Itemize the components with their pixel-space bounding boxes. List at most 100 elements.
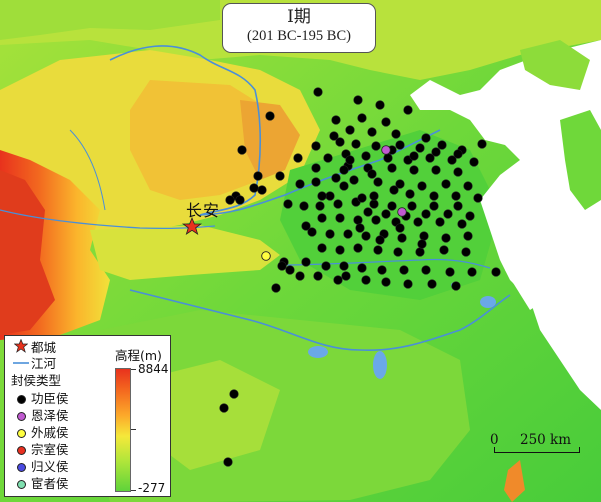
legend-label-huanzhe: 宦者侯 — [31, 475, 69, 491]
marquis-marker-gongchen — [463, 231, 473, 241]
marquis-marker-gongchen — [395, 179, 405, 189]
legend-label-gongchen: 功臣侯 — [31, 390, 69, 406]
scale-max-label: 250 km — [520, 432, 572, 448]
elevation-max-label: 8844 — [138, 362, 169, 376]
marquis-marker-gongchen — [369, 191, 379, 201]
marquis-marker-gongchen — [235, 195, 245, 205]
scale-bar: 0 250 km — [490, 432, 582, 458]
huai-river — [279, 258, 491, 269]
marquis-marker-gongchen — [361, 231, 371, 241]
yangtze-river — [129, 289, 511, 352]
elevation-tick-mid — [131, 429, 136, 430]
marquis-marker-gongchen — [321, 261, 331, 271]
marquis-marker-gongchen — [451, 191, 461, 201]
marquis-marker-gongchen — [463, 181, 473, 191]
legend-row-waiqi: 外戚侯 — [13, 424, 69, 440]
marquis-marker-gongchen — [283, 199, 293, 209]
river-line-icon — [13, 356, 29, 372]
marquis-marker-gongchen — [457, 219, 467, 229]
black-dot-icon — [16, 394, 26, 404]
marquis-marker-gongchen — [295, 271, 305, 281]
marquis-marker-gongchen — [367, 127, 377, 137]
coastal-inlet — [505, 260, 545, 310]
marquis-marker-gongchen — [467, 267, 477, 277]
marquis-marker-gongchen — [421, 209, 431, 219]
marquis-marker-gongchen — [361, 275, 371, 285]
taiwan-island — [504, 460, 525, 502]
southwest-hills — [140, 360, 280, 470]
marquis-marker-gongchen — [301, 221, 311, 231]
marquis-marker-gongchen — [431, 165, 441, 175]
marquis-marker-gongchen — [407, 201, 417, 211]
legend: 都城 江河 封侯类型 功臣侯 恩泽侯 外戚侯 宗室侯 归义侯 宦者侯 高程(m) — [4, 335, 171, 497]
marquis-marker-gongchen — [369, 199, 379, 209]
poyang-lake — [373, 351, 387, 379]
marquis-marker-gongchen — [391, 129, 401, 139]
marquis-marker-gongchen — [443, 209, 453, 219]
marquis-marker-gongchen — [477, 139, 487, 149]
legend-row-capital: 都城 — [13, 338, 57, 355]
marquis-marker-gongchen — [381, 277, 391, 287]
marquis-marker-gongchen — [357, 113, 367, 123]
marquis-marker-gongchen — [335, 213, 345, 223]
tibetan-plateau-edge — [0, 170, 55, 335]
marquis-marker-gongchen — [339, 261, 349, 271]
marquis-marker-gongchen — [275, 171, 285, 181]
marquis-marker-enze — [397, 207, 407, 217]
marquis-marker-waiqi — [261, 251, 271, 261]
jing-river — [69, 129, 106, 211]
purple-dot-icon — [16, 411, 26, 421]
qinling-mountains — [90, 225, 280, 280]
period-date-range: (201 BC-195 BC) — [247, 28, 351, 44]
marquis-marker-gongchen — [349, 175, 359, 185]
marquis-marker-gongchen — [417, 239, 427, 249]
marquis-marker-gongchen — [387, 201, 397, 211]
marquis-marker-gongchen — [335, 137, 345, 147]
marquis-marker-gongchen — [225, 195, 235, 205]
marquis-marker-gongchen — [373, 177, 383, 187]
marquis-marker-gongchen — [333, 275, 343, 285]
marquis-marker-gongchen — [317, 191, 327, 201]
korean-peninsula — [560, 110, 601, 210]
marquis-marker-gongchen — [313, 271, 323, 281]
tai-lake — [480, 296, 496, 308]
period-title: I期 — [287, 7, 311, 27]
legend-label-waiqi: 外戚侯 — [31, 424, 69, 440]
marquis-marker-gongchen — [357, 193, 367, 203]
marquis-marker-gongchen — [339, 181, 349, 191]
marquis-marker-gongchen — [325, 191, 335, 201]
legend-label-capital: 都城 — [31, 340, 57, 355]
marquis-marker-gongchen — [453, 149, 463, 159]
marquis-marker-gongchen — [229, 389, 239, 399]
marquis-marker-gongchen — [393, 247, 403, 257]
marquis-marker-gongchen — [439, 245, 449, 255]
marquis-marker-gongchen — [375, 235, 385, 245]
marquis-marker-gongchen — [249, 183, 259, 193]
marquis-marker-gongchen — [461, 247, 471, 257]
marquis-marker-gongchen — [441, 233, 451, 243]
red-dot-icon — [16, 445, 26, 455]
sea-area — [410, 40, 601, 410]
marquis-marker-gongchen — [377, 265, 387, 275]
marquis-marker-gongchen — [271, 283, 281, 293]
marquis-marker-gongchen — [371, 215, 381, 225]
marquis-marker-gongchen — [429, 191, 439, 201]
marquis-marker-gongchen — [441, 179, 451, 189]
marquis-marker-gongchen — [451, 281, 461, 291]
marquis-marker-gongchen — [357, 263, 367, 273]
marquis-marker-gongchen — [417, 181, 427, 191]
liaodong-land — [520, 40, 590, 90]
marquis-marker-gongchen — [363, 207, 373, 217]
marquis-marker-gongchen — [419, 231, 429, 241]
marquis-marker-gongchen — [397, 233, 407, 243]
marquis-marker-gongchen — [307, 227, 317, 237]
marquis-marker-gongchen — [311, 141, 321, 151]
marquis-marker-gongchen — [405, 189, 415, 199]
marquis-marker-gongchen — [427, 279, 437, 289]
marquis-marker-gongchen — [465, 211, 475, 221]
marquis-marker-gongchen — [409, 151, 419, 161]
marquis-marker-gongchen — [345, 155, 355, 165]
marquis-marker-gongchen — [223, 457, 233, 467]
marquis-marker-gongchen — [421, 133, 431, 143]
marquis-marker-gongchen — [335, 245, 345, 255]
